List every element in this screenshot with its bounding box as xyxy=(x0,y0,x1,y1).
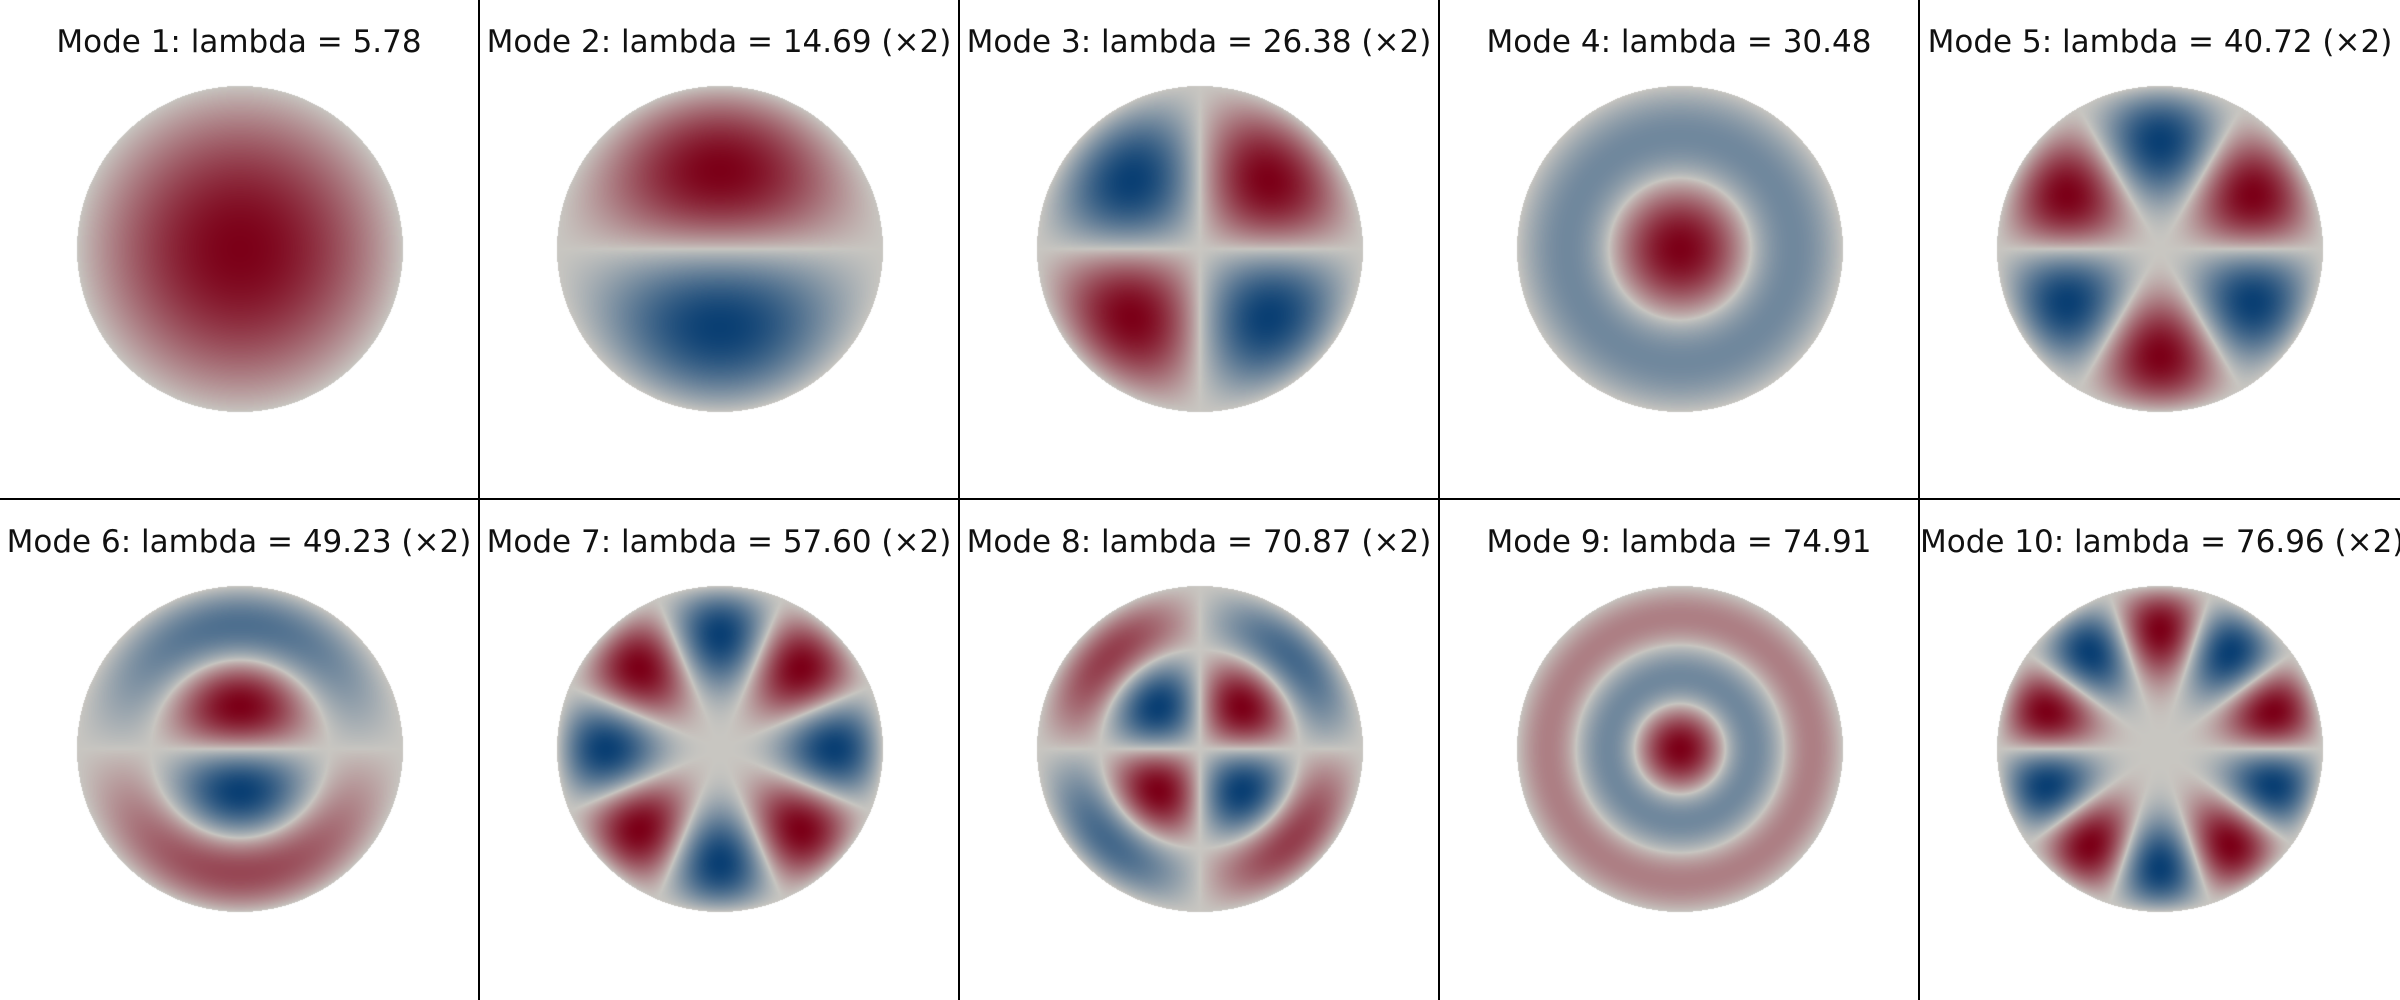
mode-panel-7: Mode 7: lambda = 57.60 (×2) xyxy=(480,500,960,1000)
mode-title: Mode 7: lambda = 57.60 (×2) xyxy=(486,524,952,560)
mode-field-plot xyxy=(75,84,405,414)
mode-panel-9: Mode 9: lambda = 74.91 xyxy=(1440,500,1920,1000)
mode-title: Mode 10: lambda = 76.96 (×2) xyxy=(1920,524,2400,560)
mode-field-plot xyxy=(1995,584,2325,914)
mode-field-plot xyxy=(75,584,405,914)
mode-panel-3: Mode 3: lambda = 26.38 (×2) xyxy=(960,0,1440,500)
mode-title: Mode 4: lambda = 30.48 xyxy=(1486,24,1872,60)
mode-field-plot xyxy=(555,84,885,414)
mode-panel-1: Mode 1: lambda = 5.78 xyxy=(0,0,480,500)
mode-title: Mode 6: lambda = 49.23 (×2) xyxy=(6,524,472,560)
mode-field-plot xyxy=(1035,584,1365,914)
mode-field-plot xyxy=(1995,84,2325,414)
mode-title: Mode 9: lambda = 74.91 xyxy=(1486,524,1872,560)
mode-panel-10: Mode 10: lambda = 76.96 (×2) xyxy=(1920,500,2400,1000)
mode-field-plot xyxy=(555,584,885,914)
mode-title: Mode 1: lambda = 5.78 xyxy=(56,24,422,60)
mode-field-plot xyxy=(1035,84,1365,414)
mode-title: Mode 8: lambda = 70.87 (×2) xyxy=(966,524,1432,560)
mode-title: Mode 5: lambda = 40.72 (×2) xyxy=(1927,24,2393,60)
mode-field-plot xyxy=(1515,584,1845,914)
mode-title: Mode 2: lambda = 14.69 (×2) xyxy=(486,24,952,60)
mode-panel-4: Mode 4: lambda = 30.48 xyxy=(1440,0,1920,500)
mode-panel-2: Mode 2: lambda = 14.69 (×2) xyxy=(480,0,960,500)
mode-panel-5: Mode 5: lambda = 40.72 (×2) xyxy=(1920,0,2400,500)
mode-panel-8: Mode 8: lambda = 70.87 (×2) xyxy=(960,500,1440,1000)
mode-panel-6: Mode 6: lambda = 49.23 (×2) xyxy=(0,500,480,1000)
mode-title: Mode 3: lambda = 26.38 (×2) xyxy=(966,24,1432,60)
mode-field-plot xyxy=(1515,84,1845,414)
